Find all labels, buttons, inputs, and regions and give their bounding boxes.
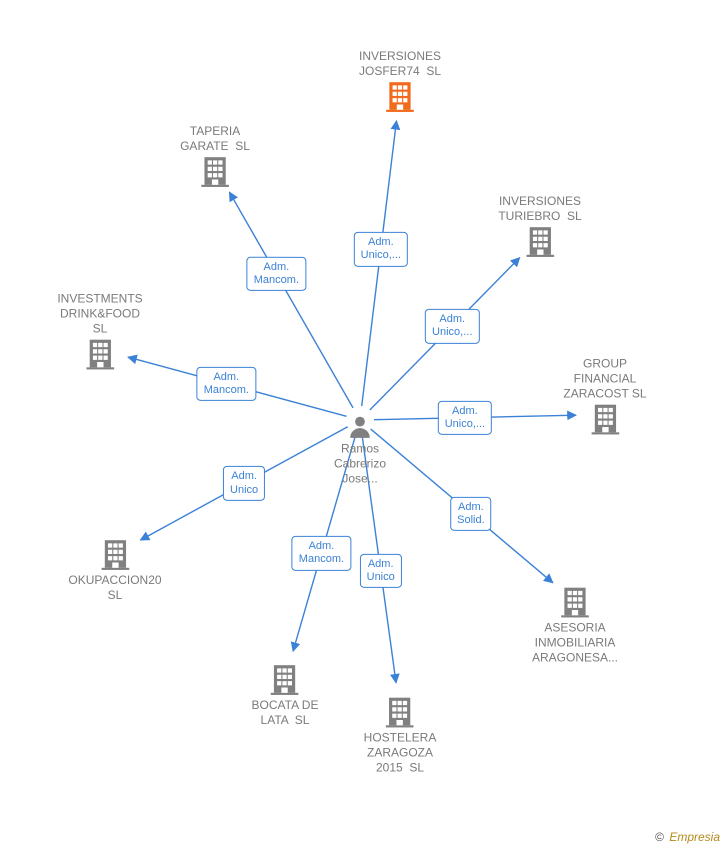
- edge-label-drinkfood: Adm. Mancom.: [197, 367, 256, 401]
- building-icon: [383, 695, 417, 729]
- edge-label-zaracost: Adm. Unico,...: [438, 400, 492, 434]
- building-icon: [198, 154, 232, 188]
- company-label: INVERSIONES TURIEBRO SL: [498, 194, 581, 224]
- company-node-hostelera: HOSTELERA ZARAGOZA 2015 SL: [364, 695, 437, 776]
- company-label: OKUPACCION20 SL: [68, 573, 161, 603]
- company-node-josfer74: INVERSIONES JOSFER74 SL: [359, 47, 441, 113]
- edge-label-josfer74: Adm. Unico,...: [354, 232, 408, 266]
- diagram-canvas: Ramos Cabrerizo Jose... INVERSIONES JOSFE…: [0, 0, 728, 850]
- company-node-taperia: TAPERIA GARATE SL: [180, 122, 250, 188]
- company-label: INVERSIONES JOSFER74 SL: [359, 49, 441, 79]
- company-label: TAPERIA GARATE SL: [180, 124, 250, 154]
- person-icon: [347, 414, 373, 440]
- building-icon: [558, 585, 592, 619]
- company-label: ASESORIA INMOBILIARIA ARAGONESA...: [532, 621, 618, 666]
- edge-label-turiebro: Adm. Unico,...: [425, 309, 479, 343]
- company-label: GROUP FINANCIAL ZARACOST SL: [563, 357, 646, 402]
- copyright: © Empresia: [655, 830, 720, 844]
- building-icon: [268, 662, 302, 696]
- building-icon: [383, 79, 417, 113]
- company-label: BOCATA DE LATA SL: [252, 698, 319, 728]
- company-node-turiebro: INVERSIONES TURIEBRO SL: [498, 192, 581, 258]
- copyright-symbol: ©: [655, 830, 664, 844]
- building-icon: [523, 224, 557, 258]
- building-icon: [83, 337, 117, 371]
- building-icon: [98, 537, 132, 571]
- building-icon: [588, 402, 622, 436]
- edge-label-taperia: Adm. Mancom.: [247, 257, 306, 291]
- company-node-zaracost: GROUP FINANCIAL ZARACOST SL: [563, 355, 646, 436]
- center-person-node: Ramos Cabrerizo Jose...: [334, 414, 386, 487]
- company-node-drinkfood: INVESTMENTS DRINK&FOOD SL: [57, 290, 142, 371]
- copyright-brand: Empresia: [669, 830, 720, 844]
- edge-label-asesoria: Adm. Solid.: [450, 496, 492, 530]
- company-label: INVESTMENTS DRINK&FOOD SL: [57, 292, 142, 337]
- edge-label-hostelera: Adm. Unico: [360, 554, 402, 588]
- company-node-okupaccion: OKUPACCION20 SL: [68, 537, 161, 603]
- center-label: Ramos Cabrerizo Jose...: [334, 442, 386, 487]
- company-node-bocata: BOCATA DE LATA SL: [252, 662, 319, 728]
- company-node-asesoria: ASESORIA INMOBILIARIA ARAGONESA...: [532, 585, 618, 666]
- edge-label-bocata: Adm. Mancom.: [292, 536, 351, 570]
- edge-label-okupaccion: Adm. Unico: [223, 466, 265, 500]
- company-label: HOSTELERA ZARAGOZA 2015 SL: [364, 731, 437, 776]
